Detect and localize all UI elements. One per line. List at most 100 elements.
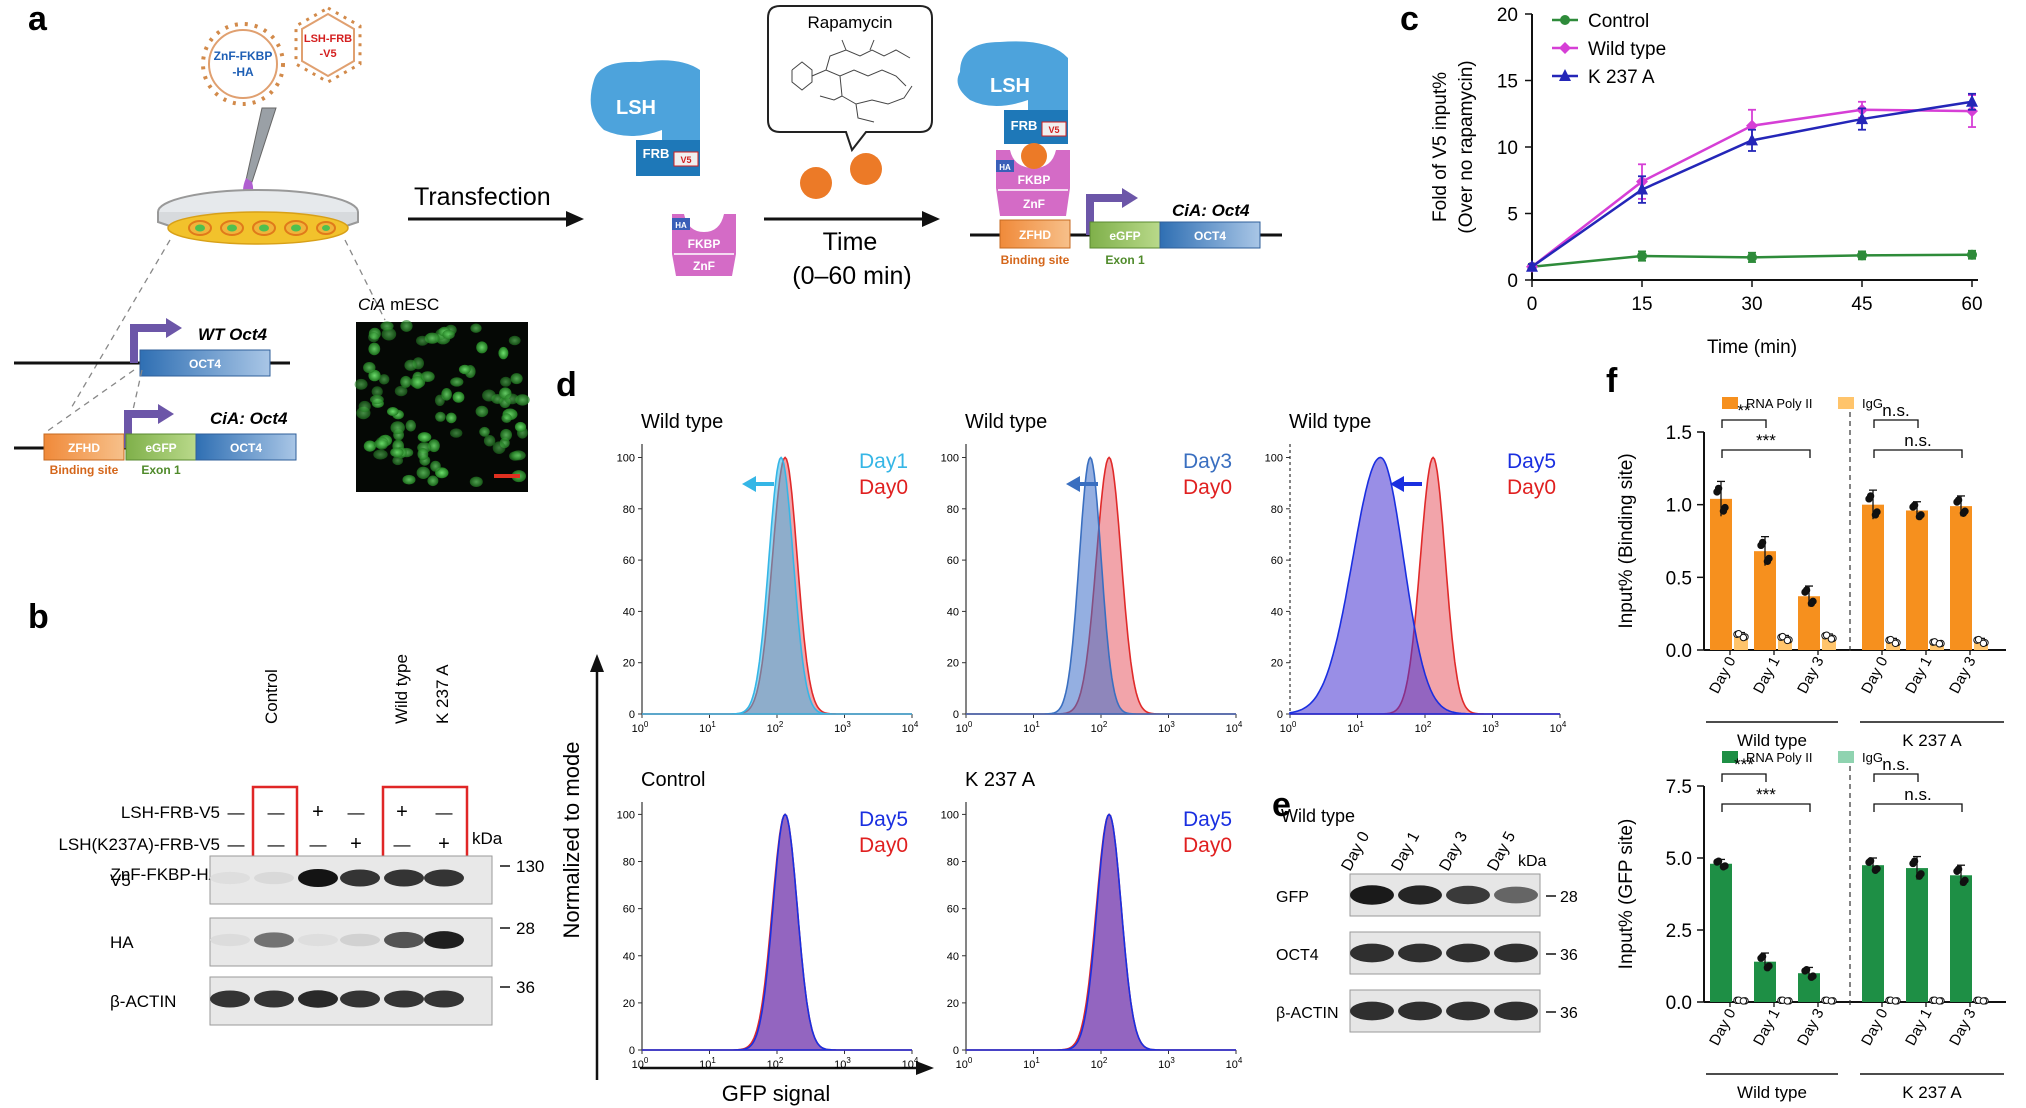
- cell-nucleus: [420, 371, 435, 382]
- histogram-ytick: 80: [947, 857, 959, 869]
- rapamycin-molecule-1: [800, 167, 832, 199]
- histogram-ytick: 80: [947, 504, 959, 516]
- f-ytick-label: 5.0: [1666, 849, 1692, 870]
- blot-band: [1350, 1001, 1394, 1021]
- f-significance-bracket: [1873, 419, 1919, 428]
- e-lane-label: Day 3: [1437, 829, 1472, 874]
- time-label: Time: [823, 228, 878, 256]
- f-bar: [1798, 973, 1820, 1002]
- f-bar: [1906, 510, 1928, 650]
- cell-nucleus: [500, 428, 512, 441]
- e-lane-label: Day 0: [1339, 829, 1374, 874]
- f-legend-swatch: [1722, 397, 1738, 409]
- c-legend-label: Wild type: [1588, 39, 1666, 60]
- blot-band: [340, 990, 380, 1008]
- f-bar: [1950, 506, 1972, 650]
- c-data-point: [1559, 42, 1571, 54]
- cell-nucleus: [428, 439, 440, 453]
- f-significance-bracket: [1721, 803, 1811, 812]
- cell-nucleus: [371, 386, 383, 397]
- cell-nucleus: [400, 320, 413, 332]
- blot-band: [1398, 885, 1442, 905]
- f-significance-bracket: [1873, 449, 1963, 458]
- f-legend-swatch: [1722, 751, 1738, 763]
- lane-label-wild-type: Wild type: [392, 654, 411, 724]
- histogram-xtick: 103: [834, 1056, 851, 1071]
- f-significance-bracket: [1721, 773, 1767, 782]
- f-replicate-point: [1871, 866, 1880, 874]
- histogram-title: Wild type: [1289, 411, 1371, 433]
- panel-letter-a: a: [28, 0, 48, 38]
- cell-nucleus: [373, 449, 388, 460]
- cell-nucleus: [358, 400, 371, 413]
- virus-lsh-label-1: LSH-FRB: [304, 33, 352, 45]
- f-ytick-label: 0.0: [1666, 641, 1692, 662]
- f-replicate-point: [1719, 863, 1728, 871]
- f-xtick-label: Day 1: [1902, 654, 1935, 697]
- matrix-mark: —: [268, 803, 285, 822]
- f-ytick-label: 1.0: [1666, 496, 1692, 517]
- blot-band: [424, 990, 464, 1008]
- histogram-4: Control 0 20 40 60 80 100 100 101 102 103 104 Day5 Da…: [617, 769, 919, 1071]
- histogram-ref-legend: Day0: [1507, 476, 1556, 499]
- matrix-mark: +: [438, 833, 450, 855]
- blot-label: β-ACTIN: [1276, 1005, 1339, 1022]
- blot-band: [254, 932, 294, 948]
- f-xtick-label: Day 0: [1858, 1006, 1891, 1049]
- cell-nucleus: [368, 342, 381, 356]
- rapamycin-structure-icon: [791, 39, 913, 123]
- f-xtick-label: Day 1: [1750, 1006, 1783, 1049]
- cell-nucleus: [458, 364, 471, 375]
- histogram-title: Wild type: [965, 411, 1047, 433]
- histogram-test-curve: [642, 813, 912, 1051]
- frb-label-2: FRB: [1011, 118, 1038, 133]
- histogram-ytick: 80: [623, 857, 635, 869]
- panel-b: b Control Wild type K 237 A LSH-FRB-V5 — —…: [28, 598, 544, 1026]
- f-replicate-point: [1886, 635, 1895, 644]
- frb-label-1: FRB: [643, 146, 670, 161]
- complex-cia-label: CiA: Oct4: [1172, 201, 1250, 220]
- histogram-ytick: 40: [623, 606, 635, 618]
- cell-nucleus: [450, 377, 464, 387]
- histogram-xtick: 104: [1226, 720, 1243, 735]
- d-xlabel: GFP signal: [722, 1081, 830, 1106]
- f-replicate-point: [1763, 557, 1772, 566]
- panel-letter-d: d: [556, 366, 577, 404]
- cell-nucleus: [442, 329, 455, 340]
- histogram-xtick: 102: [1091, 1056, 1108, 1071]
- znf-label-1: ZnF: [693, 259, 715, 273]
- histogram-ytick: 100: [617, 809, 635, 821]
- blot-band: [1494, 943, 1538, 963]
- c-ytick-label: 20: [1497, 5, 1518, 26]
- cell-nucleus: [417, 448, 429, 461]
- blot-band: [384, 931, 424, 949]
- cell-nucleus: [405, 419, 416, 432]
- histogram-ytick: 0: [629, 709, 635, 721]
- cell-nucleus: [404, 359, 418, 371]
- histogram-ytick: 20: [623, 998, 635, 1010]
- histogram-xtick: 101: [1023, 720, 1040, 735]
- f-replicate-point: [1915, 512, 1924, 521]
- f-xtick-label: Day 3: [1794, 1006, 1827, 1049]
- histogram-ytick: 60: [623, 904, 635, 916]
- histogram-test-legend: Day3: [1183, 450, 1232, 473]
- blot-band: [1494, 886, 1538, 904]
- cell-nucleus: [417, 432, 432, 443]
- histogram-ytick: 40: [1271, 606, 1283, 618]
- f-xtick-label: Day 3: [1946, 1006, 1979, 1049]
- histogram-2: Wild type 0 20 40 60 80 100 100 101 102 103 104 Day3…: [941, 411, 1243, 735]
- cell-nucleus: [430, 460, 441, 472]
- f-significance-label: n.s.: [1904, 785, 1931, 804]
- f-xtick-label: Day 0: [1858, 654, 1891, 697]
- f-significance-label: n.s.: [1904, 431, 1931, 450]
- histogram-ytick: 80: [1271, 504, 1283, 516]
- cell-nucleus: [375, 436, 389, 450]
- v5-label-1: V5: [680, 155, 691, 165]
- blot-band: [1350, 885, 1394, 905]
- cia-exon1: Exon 1: [141, 463, 181, 477]
- f-ytick-label: 2.5: [1666, 921, 1692, 942]
- histogram-xtick: 101: [1023, 1056, 1040, 1071]
- cia-oct4-gene: OCT4: [230, 441, 262, 455]
- f-group-label: Wild type: [1737, 1083, 1807, 1102]
- histogram-xtick: 102: [1091, 720, 1108, 735]
